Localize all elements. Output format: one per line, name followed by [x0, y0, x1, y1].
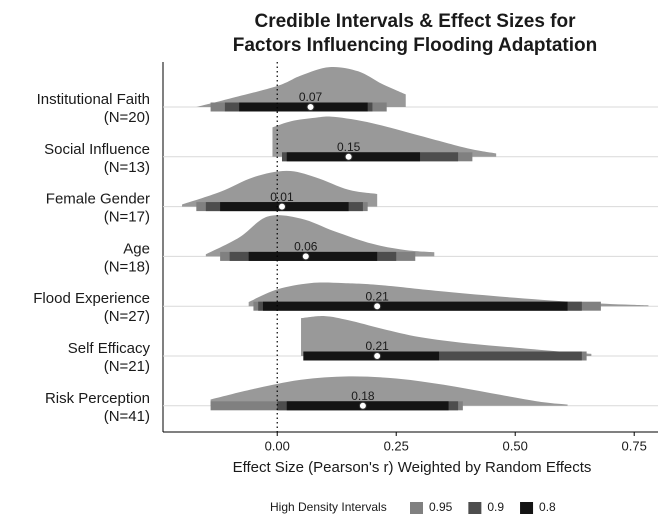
x-tick-label: 0.50: [503, 438, 528, 453]
median-point: [301, 252, 310, 261]
density: [182, 170, 378, 207]
row-n: (N=21): [104, 358, 150, 375]
row-label: Risk Perception: [45, 390, 150, 407]
interval: [248, 251, 378, 261]
legend-label: 0.95: [429, 500, 453, 514]
row-n: (N=41): [104, 408, 150, 425]
x-tick-label: 0.75: [622, 438, 647, 453]
density: [301, 316, 592, 356]
row-label: Flood Experience: [33, 290, 150, 307]
median-point: [306, 103, 315, 111]
interval: [303, 351, 582, 361]
median-point: [344, 152, 353, 161]
legend-label: 0.8: [539, 500, 556, 514]
median-label: 0.21: [366, 339, 390, 353]
row-n: (N=13): [104, 159, 150, 176]
density: [205, 215, 435, 257]
row-label: Social Influence: [44, 141, 150, 158]
median-label: 0.15: [337, 140, 361, 154]
row-n: (N=20): [104, 109, 150, 126]
interval: [286, 152, 421, 162]
median-point: [358, 401, 367, 410]
median-label: 0.01: [270, 190, 294, 204]
median-label: 0.18: [351, 389, 375, 403]
row-label: Institutional Faith: [37, 91, 150, 108]
legend-swatch: [410, 502, 423, 514]
chart-title: Factors Influencing Flooding Adaptation: [233, 35, 598, 56]
median-point: [277, 202, 286, 211]
row-label: Age: [123, 240, 150, 257]
x-tick-label: 0.25: [384, 438, 409, 453]
density: [196, 66, 406, 107]
interval: [286, 401, 449, 411]
x-tick-label: 0.00: [265, 438, 290, 453]
interval: [303, 351, 440, 361]
median-point: [373, 302, 382, 311]
median-label: 0.06: [294, 240, 318, 254]
density: [272, 116, 497, 157]
legend-swatch: [468, 502, 482, 514]
row-label: Self Efficacy: [68, 340, 151, 357]
median-label: 0.21: [366, 289, 390, 303]
median-point: [373, 352, 382, 360]
median-label: 0.07: [299, 90, 323, 104]
row-label: Female Gender: [46, 191, 150, 208]
x-axis-title: Effect Size (Pearson's r) Weighted by Ra…: [233, 459, 592, 476]
legend-label: 0.9: [487, 500, 504, 514]
chart-title: Credible Intervals & Effect Sizes for: [255, 11, 577, 32]
interval: [262, 301, 568, 311]
density: [248, 282, 649, 307]
row-n: (N=27): [104, 308, 150, 325]
interval: [239, 102, 368, 112]
row-n: (N=18): [104, 258, 150, 275]
density: [210, 376, 568, 406]
legend-title: High Density Intervals: [270, 500, 387, 514]
legend-swatch: [520, 502, 534, 514]
row-n: (N=17): [104, 209, 150, 226]
